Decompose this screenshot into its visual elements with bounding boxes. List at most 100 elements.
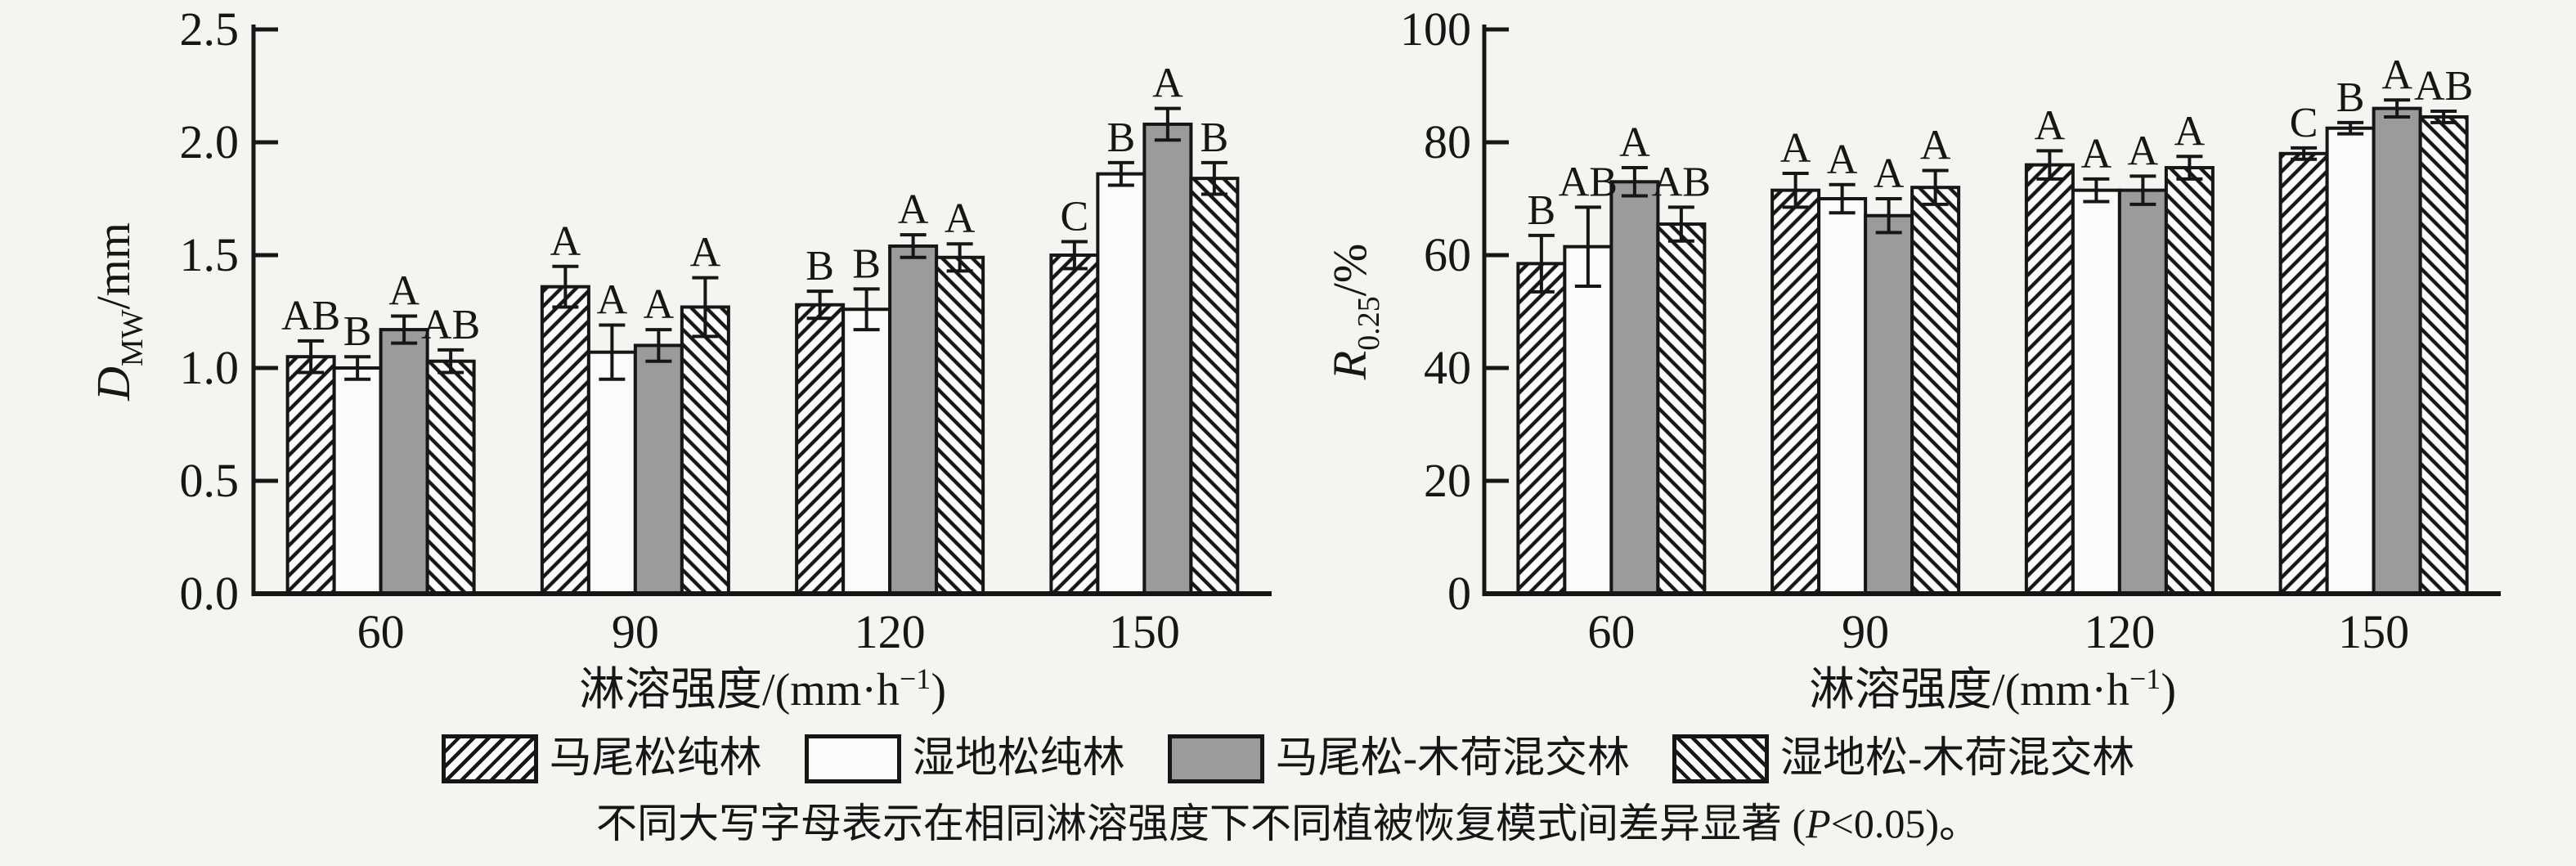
x-tick-label: 150 [2338,605,2409,658]
y-tick-label: 80 [1424,115,1471,168]
significance-letter: A [2128,128,2159,174]
significance-letter: AB [2414,63,2473,110]
significance-letter: A [690,230,721,276]
bar-90-series2 [586,350,637,595]
y-tick-label: 1.5 [180,228,240,281]
bar-60-series3 [379,328,429,595]
bar-60-series2 [1563,245,1613,595]
x-axis-title: 淋溶强度/(mm·h−1) [579,662,946,716]
legend-label: 湿地松-木荷混交林 [1780,735,2135,782]
y-tick-label: 0.0 [180,567,240,620]
legend-item-slash-pine: 湿地松纯林 [804,734,1125,783]
significance-letter: B [1200,114,1229,161]
bar-150-series3 [1142,122,1193,596]
y-tick-label: 1.0 [180,341,240,394]
significance-letter: A [898,186,929,233]
significance-letter: A [945,195,976,242]
bar-150-series3 [2372,106,2422,596]
note-text-end: <0.05)。 [1830,801,1981,846]
significance-letter: A [2035,102,2066,149]
gray-swatch-icon [1167,734,1264,783]
bar-90-series2 [1817,197,1868,595]
x-tick-label: 90 [612,605,659,658]
significance-letter: C [2290,100,2318,146]
significance-letter: AB [1652,159,1711,205]
bar-90-series4 [680,305,730,595]
significance-letter: A [644,281,675,328]
y-tick-label: 60 [1424,228,1471,281]
significance-letter: AB [281,293,340,339]
bar-120-series1 [795,303,846,595]
bar-150-series1 [1049,254,1100,595]
bar-90-series1 [540,285,590,595]
note-p-italic: P [1806,801,1831,846]
bar-120-series4 [935,255,985,595]
significance-letter: A [2381,52,2412,98]
x-tick-label: 90 [1842,605,1889,658]
legend-item-slash-pine-schima-mix: 湿地松-木荷混交林 [1672,734,2134,783]
y-axis-title: R0.25/% [1323,244,1386,380]
y-axis-title: DMW/mm [87,222,150,402]
significance-letter: B [806,243,834,289]
significance-letter: A [2081,131,2112,177]
y-tick-label: 2.0 [180,115,240,168]
bar-60-series4 [425,359,476,595]
significance-letter: B [343,308,372,355]
bar-150-series4 [2418,114,2469,595]
bar-60-series2 [332,366,383,595]
bar-150-series2 [1096,172,1147,595]
hatch-forward-swatch-icon [441,734,538,783]
bar-90-series4 [1910,186,1961,595]
legend: 马尾松纯林 湿地松纯林 马尾松-木荷混交林 湿地松-木荷混交林 [0,734,2576,783]
bar-90-series3 [633,343,684,595]
significance-letter: B [852,240,881,287]
bar-120-series3 [888,244,939,595]
y-tick-label: 0 [1447,567,1471,620]
legend-label: 马尾松纯林 [549,735,762,782]
y-tick-label: 2.5 [180,2,240,56]
legend-label: 湿地松纯林 [912,735,1125,782]
figure-note: 不同大写字母表示在相同淋溶强度下不同植被恢复模式间差异显著 (P<0.05)。 [0,797,2576,850]
significance-letter: C [1061,193,1089,240]
significance-letter: A [1827,137,1858,183]
bar-150-series4 [1189,177,1240,595]
significance-letter: A [388,268,420,315]
x-tick-label: 60 [357,605,405,658]
significance-letter: A [1920,123,1951,169]
bar-90-series3 [1864,213,1914,595]
significance-letter: A [1152,61,1183,107]
y-tick-label: 20 [1424,454,1471,507]
bar-60-series1 [285,355,336,595]
bar-120-series3 [2117,188,2168,595]
legend-item-masson-pine: 马尾松纯林 [441,734,762,783]
y-tick-label: 0.5 [180,454,240,507]
y-tick-label: 40 [1424,341,1471,394]
y-tick-label: 100 [1400,2,1471,56]
note-text: 不同大写字母表示在相同淋溶强度下不同植被恢复模式间差异显著 ( [595,801,1806,846]
bar-60-series3 [1609,180,1660,596]
significance-letter: A [550,218,581,265]
x-tick-label: 120 [855,605,926,658]
bar-120-series4 [2164,166,2215,596]
x-axis-title: 淋溶强度/(mm·h−1) [1809,662,2176,716]
significance-letter: AB [421,302,480,348]
significance-letter: A [2174,108,2206,155]
x-tick-label: 120 [2084,605,2155,658]
bar-60-series1 [1516,262,1567,595]
significance-letter: A [1780,125,1811,172]
bar-90-series1 [1770,188,1821,595]
significance-letter: B [1107,114,1136,161]
significance-letter: B [2336,74,2365,121]
hatch-back-swatch-icon [1672,734,1770,783]
significance-letter: AB [1559,159,1618,205]
bar-60-series4 [1656,222,1707,595]
legend-item-masson-pine-schima-mix: 马尾松-木荷混交林 [1167,734,1630,783]
bar-150-series1 [2278,151,2329,596]
white-swatch-icon [804,734,901,783]
significance-letter: A [1619,119,1650,166]
x-tick-label: 60 [1587,605,1635,658]
bar-120-series1 [2024,163,2075,596]
